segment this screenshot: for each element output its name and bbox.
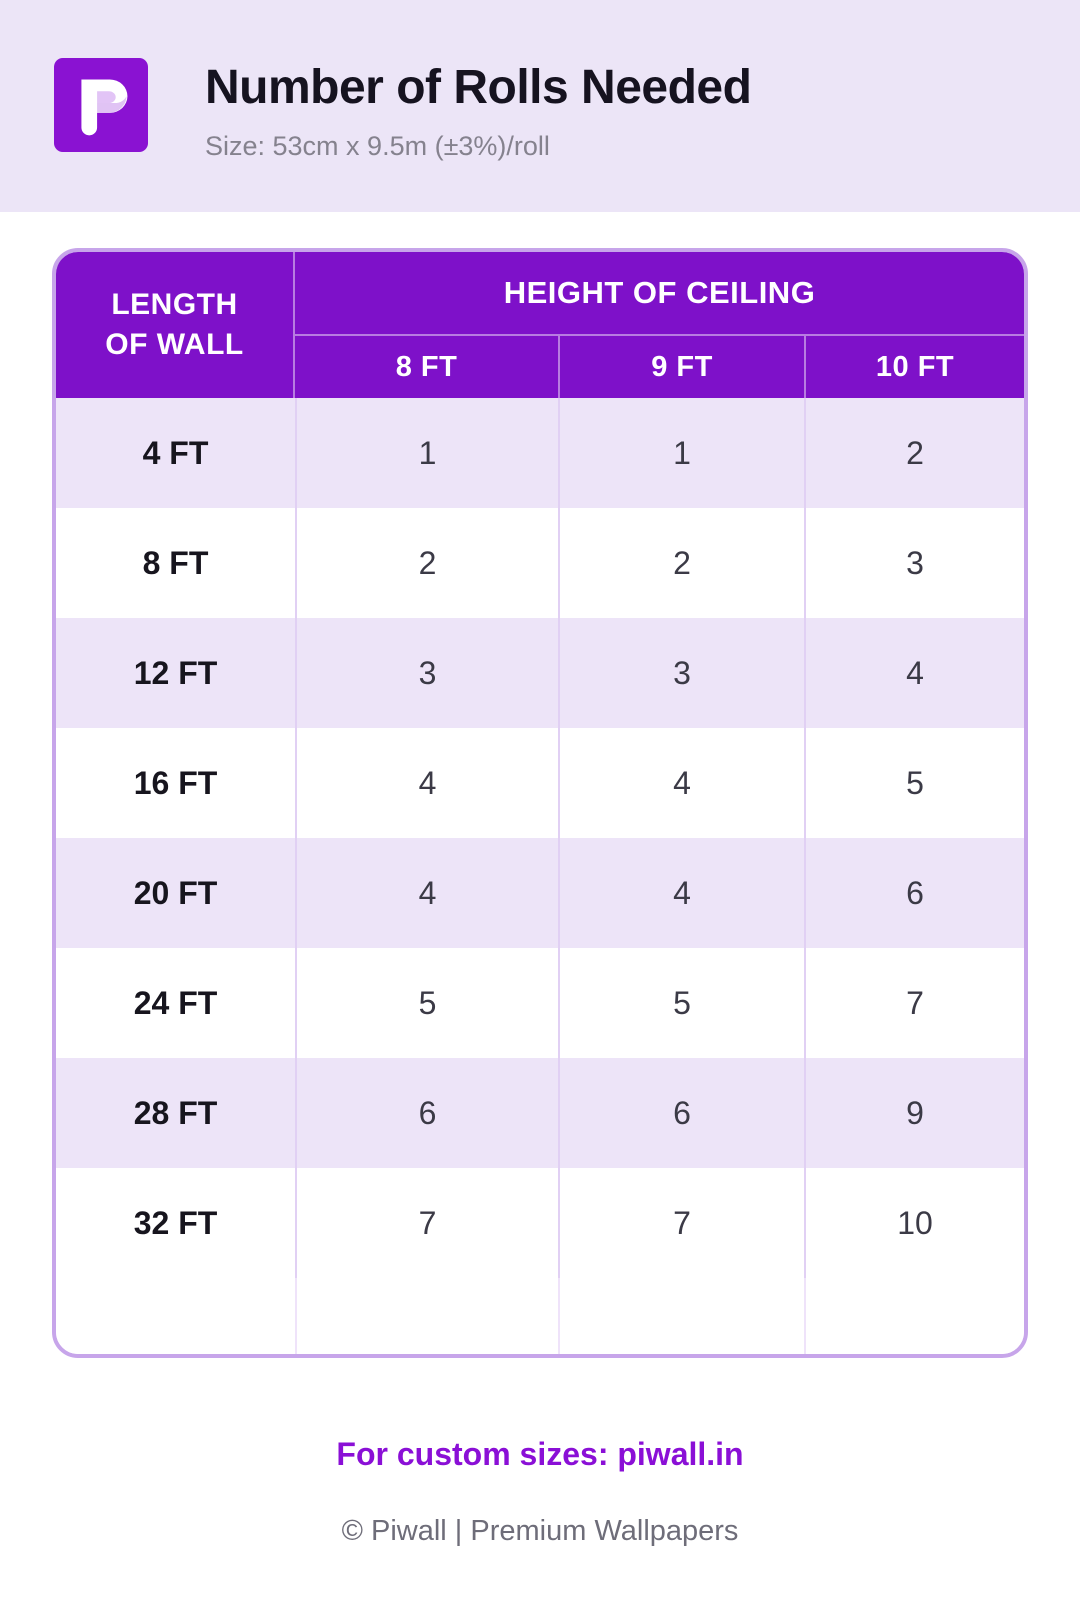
cell-value: 4 bbox=[558, 728, 804, 838]
copyright-text: © Piwall | Premium Wallpapers bbox=[341, 1515, 739, 1547]
row-label: 20 FT bbox=[133, 874, 218, 911]
custom-sizes-link: For custom sizes: piwall.in bbox=[336, 1436, 744, 1472]
row-label: 8 FT bbox=[142, 544, 209, 581]
cell-value: 4 bbox=[295, 838, 558, 948]
row-label: 16 FT bbox=[133, 764, 218, 801]
col-header-8ft: 8 FT bbox=[395, 350, 458, 383]
table-row-8ft: 8 FT 2 2 3 bbox=[56, 508, 1024, 618]
table-row-12ft: 12 FT 3 3 4 bbox=[56, 618, 1024, 728]
cell-value: 9 bbox=[804, 1058, 1024, 1168]
cell-value: 4 bbox=[558, 838, 804, 948]
col-header-10ft: 10 FT bbox=[804, 336, 1024, 398]
row-label: 12 FT bbox=[133, 654, 218, 691]
table-footer-space bbox=[56, 1278, 1024, 1354]
cell-value: 6 bbox=[558, 1058, 804, 1168]
cell-value: 4 bbox=[295, 728, 558, 838]
cell-value: 10 bbox=[804, 1168, 1024, 1278]
row-label: 28 FT bbox=[133, 1094, 218, 1131]
cell-value: 3 bbox=[804, 508, 1024, 618]
cell-value: 4 bbox=[804, 618, 1024, 728]
cell-value: 5 bbox=[295, 948, 558, 1058]
table-row-16ft: 16 FT 4 4 5 bbox=[56, 728, 1024, 838]
row-label: 4 FT bbox=[142, 434, 209, 471]
cell-value: 5 bbox=[804, 728, 1024, 838]
rolls-table: LENGTH OF WALL HEIGHT OF CEILING 8 FT 9 … bbox=[52, 248, 1028, 1358]
piwall-logo-icon bbox=[53, 58, 149, 152]
cell-value: 7 bbox=[804, 948, 1024, 1058]
page-footer: For custom sizes: piwall.in © Piwall | P… bbox=[0, 1436, 1080, 1548]
cell-value: 1 bbox=[295, 398, 558, 508]
cell-value: 3 bbox=[558, 618, 804, 728]
cell-value: 7 bbox=[558, 1168, 804, 1278]
cell-value: 2 bbox=[804, 398, 1024, 508]
title-block: Number of Rolls Needed Size: 53cm x 9.5m… bbox=[205, 58, 752, 162]
roll-size-subtitle: Size: 53cm x 9.5m (±3%)/roll bbox=[205, 131, 550, 161]
row-label: 32 FT bbox=[133, 1204, 218, 1241]
col-header-9ft: 9 FT bbox=[558, 336, 804, 398]
header-band: Number of Rolls Needed Size: 53cm x 9.5m… bbox=[0, 0, 1080, 212]
cell-value: 5 bbox=[558, 948, 804, 1058]
cell-value: 1 bbox=[558, 398, 804, 508]
cell-value: 6 bbox=[295, 1058, 558, 1168]
cell-value: 3 bbox=[295, 618, 558, 728]
cell-value: 2 bbox=[295, 508, 558, 618]
page-title: Number of Rolls Needed bbox=[205, 61, 752, 114]
corner-header-length-of-wall: LENGTH OF WALL bbox=[56, 252, 295, 398]
ceiling-header-group: HEIGHT OF CEILING 8 FT 9 FT 10 FT bbox=[295, 252, 1024, 398]
table-header: LENGTH OF WALL HEIGHT OF CEILING 8 FT 9 … bbox=[56, 252, 1024, 398]
ceiling-subheaders: 8 FT 9 FT 10 FT bbox=[295, 336, 1024, 398]
cell-value: 7 bbox=[295, 1168, 558, 1278]
table-body: 4 FT 1 1 2 8 FT 2 2 3 12 FT 3 3 4 16 FT … bbox=[56, 398, 1024, 1278]
table-row-28ft: 28 FT 6 6 9 bbox=[56, 1058, 1024, 1168]
cell-value: 6 bbox=[804, 838, 1024, 948]
table-row-32ft: 32 FT 7 7 10 bbox=[56, 1168, 1024, 1278]
row-label: 24 FT bbox=[133, 984, 218, 1021]
corner-header-label: LENGTH OF WALL bbox=[105, 288, 244, 361]
table-row-24ft: 24 FT 5 5 7 bbox=[56, 948, 1024, 1058]
table-row-20ft: 20 FT 4 4 6 bbox=[56, 838, 1024, 948]
cell-value: 2 bbox=[558, 508, 804, 618]
table-row-4ft: 4 FT 1 1 2 bbox=[56, 398, 1024, 508]
group-header-height-of-ceiling: HEIGHT OF CEILING bbox=[295, 252, 1024, 336]
